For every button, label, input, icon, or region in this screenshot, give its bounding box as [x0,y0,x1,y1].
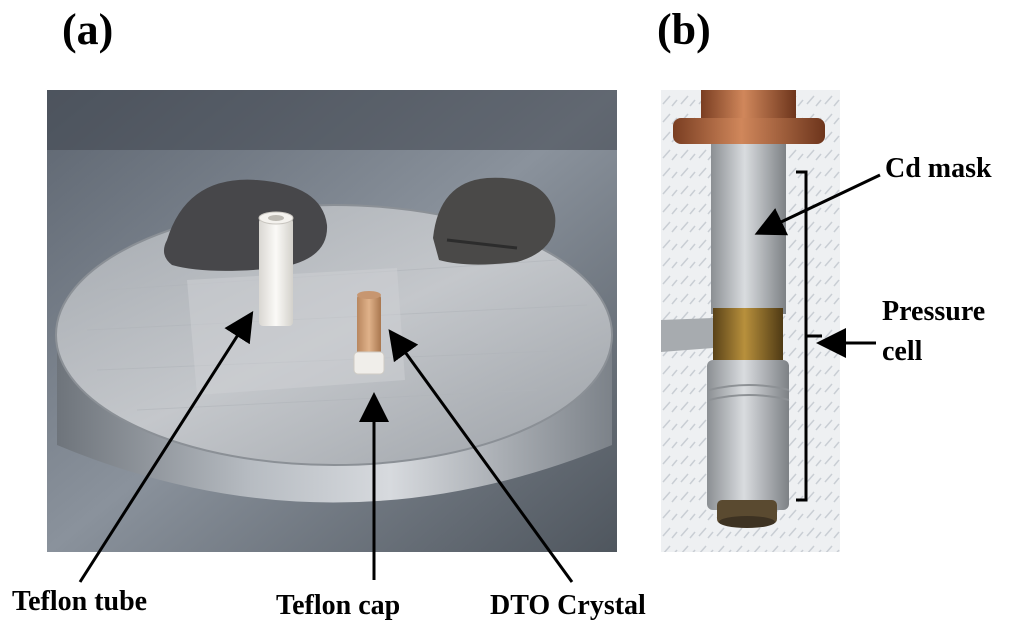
label-cd-mask: Cd mask [885,153,992,184]
label-teflon-cap: Teflon cap [276,590,401,621]
label-pressure-cell-line2: cell [882,336,923,367]
photo-a-sample-holder [47,90,617,552]
label-dto-crystal: DTO Crystal [490,590,646,621]
panel-b-label: (b) [657,5,711,54]
photo-b-pressure-cell [661,90,840,552]
panel-a-label: (a) [62,5,114,54]
label-teflon-tube: Teflon tube [12,586,148,617]
label-pressure-cell-line1: Pressure [882,296,986,327]
